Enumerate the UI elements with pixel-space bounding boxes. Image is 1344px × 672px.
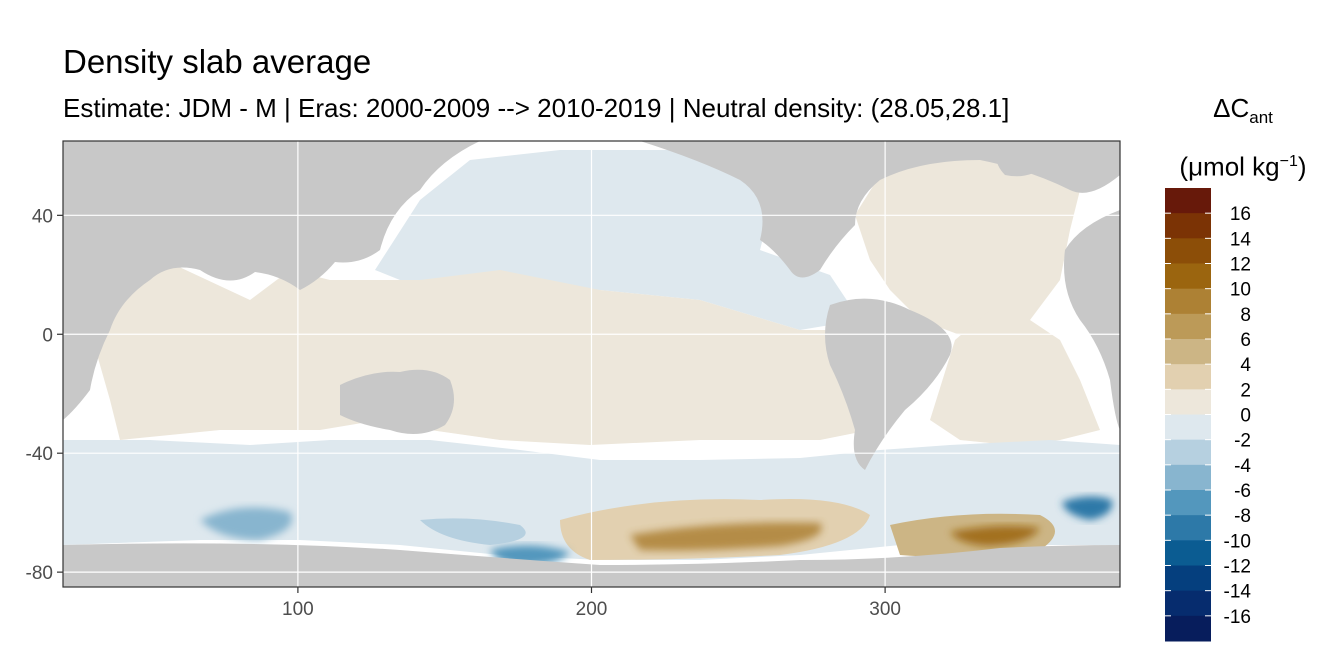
land-south-america bbox=[825, 298, 952, 470]
legend-key bbox=[1165, 464, 1211, 491]
legend-label: 10 bbox=[1230, 280, 1251, 301]
grid-lines bbox=[63, 141, 1120, 587]
legend-unit-main: (μmol kg bbox=[1179, 151, 1280, 182]
legend-label: 12 bbox=[1230, 255, 1251, 276]
legend-key bbox=[1165, 565, 1211, 592]
x-tick-label: 200 bbox=[576, 599, 608, 620]
legend-label: -6 bbox=[1234, 481, 1251, 502]
legend-key bbox=[1165, 238, 1211, 264]
x-tick-label: 300 bbox=[869, 599, 901, 620]
legend-key bbox=[1165, 515, 1211, 541]
legend-label: 14 bbox=[1230, 229, 1252, 250]
legend-key bbox=[1165, 288, 1211, 315]
legend-label: -10 bbox=[1224, 531, 1251, 552]
legend-title-symbol: ΔCant bbox=[1158, 86, 1328, 140]
legend-unit-superscript: −1 bbox=[1279, 153, 1298, 171]
legend-key bbox=[1165, 439, 1211, 466]
legend-label: -12 bbox=[1224, 557, 1251, 578]
legend-label: 16 bbox=[1230, 204, 1251, 225]
field-tropical-positive bbox=[90, 265, 880, 445]
field-indian-negative bbox=[200, 507, 292, 540]
y-tick-label: -40 bbox=[26, 444, 53, 465]
legend-key bbox=[1165, 263, 1211, 290]
land-north-america bbox=[640, 141, 1120, 278]
land-africa-east bbox=[63, 318, 96, 420]
land-greenland bbox=[996, 141, 1045, 177]
y-tick-label: 40 bbox=[32, 206, 53, 227]
y-tick-label: -80 bbox=[26, 563, 53, 584]
field-north-atlantic-positive bbox=[855, 150, 1080, 335]
y-axis: 40 0 -40 -80 bbox=[26, 206, 63, 584]
legend-key bbox=[1165, 490, 1211, 516]
legend-label: 0 bbox=[1240, 406, 1251, 427]
legend-key bbox=[1165, 213, 1211, 239]
x-tick-label: 100 bbox=[282, 599, 314, 620]
legend-label: -2 bbox=[1234, 431, 1251, 452]
chart-subtitle: Estimate: JDM - M | Eras: 2000-2009 --> … bbox=[63, 93, 1010, 123]
field-south-atlantic-positive bbox=[930, 310, 1100, 445]
legend-title-subscript: ant bbox=[1249, 108, 1273, 128]
legend-colorbar: 16 14 12 10 8 6 4 2 0 -2 -4 -6 -8 -10 -12 -14 -16 bbox=[1165, 188, 1251, 642]
legend-label: 2 bbox=[1240, 380, 1251, 401]
field-east-negative bbox=[1062, 496, 1113, 520]
field-weddell-core bbox=[950, 525, 1040, 546]
legend-key bbox=[1165, 389, 1211, 415]
legend-key bbox=[1165, 188, 1211, 214]
legend-title-main: ΔC bbox=[1213, 93, 1250, 123]
legend-title-unit: (μmol kg−1) bbox=[1158, 140, 1328, 189]
legend-title: ΔCant (μmol kg−1) bbox=[1158, 86, 1328, 189]
legend-key bbox=[1165, 313, 1211, 340]
legend-label: 6 bbox=[1240, 330, 1251, 351]
legend-key bbox=[1165, 414, 1211, 441]
land-eurasia bbox=[63, 141, 480, 420]
legend-label: -4 bbox=[1234, 456, 1251, 477]
legend-key bbox=[1165, 615, 1211, 642]
field-southern-positive-core bbox=[630, 522, 822, 551]
legend-label: 8 bbox=[1240, 305, 1251, 326]
legend-label: 4 bbox=[1240, 355, 1251, 376]
chart-title: Density slab average bbox=[63, 43, 372, 80]
legend-label: -16 bbox=[1224, 607, 1251, 628]
land-australia bbox=[340, 369, 454, 434]
map-layer bbox=[63, 141, 1120, 587]
legend-unit-close: ) bbox=[1297, 151, 1307, 182]
field-antarctic-fringe bbox=[420, 518, 526, 545]
legend-key bbox=[1165, 364, 1211, 390]
land-africa-west bbox=[1064, 210, 1120, 430]
legend-label: -14 bbox=[1224, 582, 1252, 603]
legend-key bbox=[1165, 339, 1211, 365]
y-tick-label: 0 bbox=[42, 325, 53, 346]
x-axis: 100 200 300 bbox=[282, 587, 901, 620]
legend-label: -8 bbox=[1234, 506, 1251, 527]
legend-key bbox=[1165, 540, 1211, 566]
legend-key bbox=[1165, 590, 1211, 617]
